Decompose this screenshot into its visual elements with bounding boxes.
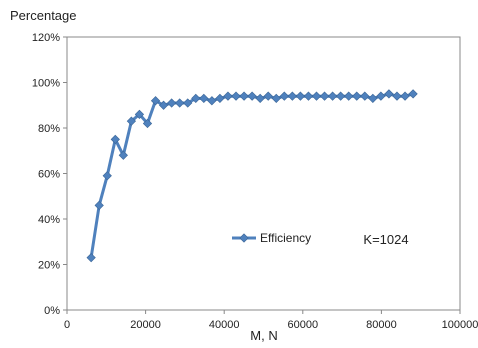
efficiency-data-point <box>126 116 137 126</box>
x-tick-label: 40000 <box>209 319 240 331</box>
efficiency-data-point <box>271 93 281 104</box>
legend-label-efficiency: Efficiency <box>260 231 311 245</box>
efficiency-data-point <box>376 91 386 101</box>
efficiency-data-point <box>215 93 225 104</box>
efficiency-data-point <box>158 100 169 110</box>
efficiency-data-point <box>392 91 402 101</box>
y-tick-label: 40% <box>38 214 60 226</box>
y-tick-label: 100% <box>32 78 60 90</box>
efficiency-data-point <box>295 91 306 101</box>
efficiency-data-point <box>352 91 362 101</box>
efficiency-data-point <box>199 93 209 104</box>
axes: 0% 20% 40% 60% 80% 100% 120% 0 20000 40000 60000 80… <box>32 32 478 331</box>
efficiency-data-point <box>263 91 273 101</box>
efficiency-data-point <box>86 253 96 263</box>
efficiency-data-point <box>400 91 410 101</box>
efficiency-data-point <box>287 91 297 101</box>
k-annotation: K=1024 <box>363 232 408 247</box>
efficiency-data-point <box>311 91 322 101</box>
efficiency-data-point <box>167 98 177 108</box>
efficiency-data-point <box>360 91 370 101</box>
efficiency-data-point <box>368 93 378 104</box>
efficiency-data-point <box>118 150 128 160</box>
y-axis-title: Percentage <box>10 8 77 23</box>
efficiency-data-point <box>247 91 257 101</box>
efficiency-data-point <box>231 91 241 101</box>
x-tick-label: 60000 <box>288 319 319 331</box>
efficiency-data-point <box>110 134 120 144</box>
efficiency-data-point <box>142 118 153 129</box>
efficiency-data-point <box>102 171 112 181</box>
efficiency-data-point <box>183 98 193 108</box>
y-tick-label: 80% <box>38 123 60 135</box>
efficiency-data-point <box>239 91 249 101</box>
efficiency-data-point <box>150 96 161 106</box>
efficiency-data-point <box>327 91 338 101</box>
x-axis-title: M, N <box>250 328 277 343</box>
efficiency-data-point <box>384 89 394 99</box>
y-tick-label: 20% <box>38 260 60 272</box>
efficiency-data-point <box>223 91 233 101</box>
efficiency-data-point <box>207 96 217 106</box>
efficiency-data-point <box>134 109 145 119</box>
plot-area-frame <box>66 36 461 311</box>
efficiency-data-point <box>408 89 418 99</box>
efficiency-data-point <box>336 91 346 101</box>
x-tick-label: 20000 <box>130 319 161 331</box>
efficiency-data-point <box>255 93 265 104</box>
x-tick-label: 80000 <box>366 319 397 331</box>
legend: Efficiency <box>232 231 311 245</box>
y-tick-label: 0% <box>44 305 60 317</box>
efficiency-data-point <box>303 91 314 101</box>
efficiency-data-point <box>279 91 289 101</box>
efficiency-data-point <box>191 93 201 104</box>
efficiency-data-point <box>94 200 104 210</box>
x-tick-label: 100000 <box>442 319 478 331</box>
y-tick-label: 60% <box>38 169 60 181</box>
y-tick-label: 120% <box>32 32 60 44</box>
efficiency-data-point <box>319 91 330 101</box>
x-tick-label: 0 <box>64 319 70 331</box>
series-layer <box>86 89 418 263</box>
legend-marker-swatch <box>239 233 249 243</box>
efficiency-data-point <box>175 98 185 108</box>
efficiency-data-point <box>344 91 354 101</box>
